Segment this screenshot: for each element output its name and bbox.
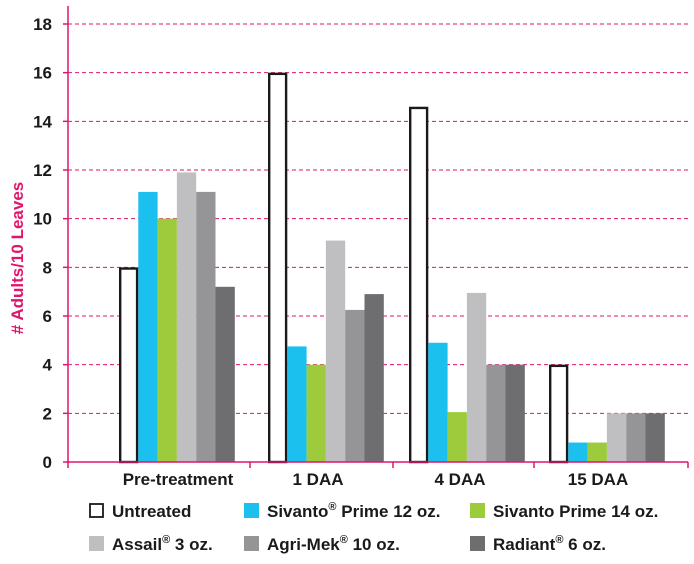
bar-untreated-1-daa [268, 72, 288, 464]
bar-sivanto-prime-12-oz-pre-treatment [138, 191, 158, 462]
bar-assail-3-oz-4-daa [466, 292, 487, 462]
legend-item: Assail® 3 oz. [89, 534, 213, 554]
x-category-label: Pre-treatment [123, 470, 234, 489]
legend-label: Assail® 3 oz. [112, 534, 213, 554]
bar-assail-3-oz-pre-treatment [176, 172, 197, 462]
bar-sivanto-prime-14-oz-4-daa [447, 412, 467, 462]
x-category-label: 1 DAA [292, 470, 343, 489]
legend-swatch [470, 503, 485, 518]
legend-label-rest: 3 oz. [170, 535, 213, 554]
bar-agri-mek-10-oz-4-daa [486, 364, 506, 462]
y-tick-label: 6 [43, 307, 52, 326]
legend-label: Agri-Mek® 10 oz. [267, 534, 400, 554]
legend-swatch [244, 503, 259, 518]
legend-item: Radiant® 6 oz. [470, 534, 606, 554]
y-axis-label: # Adults/10 Leaves [8, 182, 27, 334]
y-tick-label: 18 [33, 15, 52, 34]
y-tick-label: 10 [33, 210, 52, 229]
bar-agri-mek-10-oz-15-daa [626, 413, 646, 462]
legend-label-main: Sivanto Prime 14 oz. [493, 502, 658, 521]
x-category-labels: Pre-treatment 1 DAA 4 DAA 15 DAA [123, 470, 629, 489]
y-tick-label: 4 [43, 356, 53, 375]
legend-label-main: Agri-Mek [267, 535, 340, 554]
legend-label-main: Untreated [112, 502, 191, 521]
legend-item: Sivanto Prime 14 oz. [470, 502, 658, 521]
x-category-label: 4 DAA [434, 470, 485, 489]
legend-item: Sivanto® Prime 12 oz. [244, 501, 440, 521]
bar-radiant-6-oz-pre-treatment [215, 286, 235, 462]
legend-label: Radiant® 6 oz. [493, 534, 606, 554]
legend-swatch [470, 536, 485, 551]
bar-sivanto-prime-14-oz-1-daa [306, 364, 326, 462]
bar-radiant-6-oz-15-daa [645, 413, 665, 462]
bar-agri-mek-10-oz-1-daa [345, 309, 365, 462]
bar-untreated-15-daa [549, 364, 569, 464]
registered-mark: ® [555, 534, 563, 546]
legend-label-rest: Prime 12 oz. [337, 502, 441, 521]
bar-untreated-pre-treatment [118, 267, 139, 464]
bar-radiant-6-oz-4-daa [505, 364, 525, 462]
y-tick-label: 16 [33, 64, 52, 83]
axes [67, 6, 689, 468]
bar-untreated-4-daa [409, 106, 429, 464]
bar-radiant-6-oz-1-daa [364, 294, 384, 462]
legend-item: Untreated [89, 502, 191, 521]
y-tick-label: 0 [43, 453, 52, 472]
legend-label: Untreated [112, 502, 191, 521]
bar-sivanto-prime-14-oz-15-daa [587, 442, 607, 462]
legend-label-main: Sivanto [267, 502, 328, 521]
bar-sivanto-prime-14-oz-pre-treatment [157, 218, 177, 462]
bar-assail-3-oz-15-daa [606, 413, 627, 462]
registered-mark: ® [328, 501, 336, 513]
bar-assail-3-oz-1-daa [325, 240, 346, 462]
legend-label: Sivanto® Prime 12 oz. [267, 501, 440, 521]
y-tick-label: 2 [43, 404, 52, 423]
bar-sivanto-prime-12-oz-15-daa [568, 442, 588, 462]
bar-sivanto-prime-12-oz-1-daa [287, 346, 307, 462]
bar-agri-mek-10-oz-pre-treatment [196, 191, 216, 462]
legend-swatch [89, 536, 104, 551]
y-tick-label: 14 [33, 112, 52, 131]
registered-mark: ® [340, 534, 348, 546]
legend-swatch [244, 536, 259, 551]
y-tick-label: 12 [33, 161, 52, 180]
legend-label: Sivanto Prime 14 oz. [493, 502, 658, 521]
legend-label-main: Assail [112, 535, 162, 554]
legend-label-main: Radiant [493, 535, 556, 554]
legend-label-rest: 6 oz. [563, 535, 606, 554]
y-tick-labels: 0 2 4 6 8 10 12 14 16 18 [33, 15, 68, 472]
legend-label-rest: 10 oz. [348, 535, 400, 554]
legend: Untreated Sivanto® Prime 12 oz. Sivanto Pr… [89, 501, 658, 554]
bar-sivanto-prime-12-oz-4-daa [428, 342, 448, 462]
registered-mark: ® [162, 534, 170, 546]
x-category-label: 15 DAA [568, 470, 628, 489]
bars [118, 72, 665, 464]
legend-swatch [89, 503, 104, 518]
legend-item: Agri-Mek® 10 oz. [244, 534, 400, 554]
y-tick-label: 8 [43, 258, 52, 277]
